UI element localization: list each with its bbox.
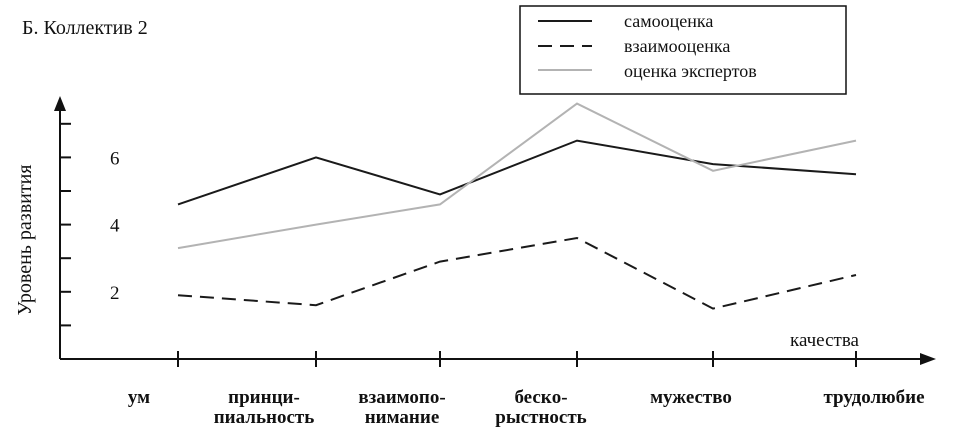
x-ticks: ум принци-пиальность взаимопо-нимание бескo…: [128, 351, 925, 428]
series-line-expert-assessment: [177, 102, 857, 250]
chart-title: Б. Коллектив 2: [22, 17, 148, 39]
x-category-label: мужество: [650, 387, 732, 408]
x-category-label: трудолюбие: [823, 387, 924, 408]
x-axis-arrow-icon: [920, 353, 936, 365]
y-tick-label: 2: [110, 283, 120, 304]
legend-label-expert-assessment: оценка экспертов: [624, 61, 757, 81]
x-axis: качества ум принци-пиальность взаимопо-ним…: [60, 330, 936, 428]
x-category-label: взаимопо-нимание: [358, 387, 445, 428]
y-axis-label: Уровень развития: [14, 165, 36, 316]
legend-label-self-assessment: самооценка: [624, 11, 713, 31]
legend: самооценка взаимооценка оценка экспертов: [519, 5, 847, 95]
y-axis: Уровень развития 2 4 6: [14, 96, 120, 359]
x-category-label: принци-пиальность: [214, 387, 315, 428]
series-lines: [177, 102, 857, 310]
y-ticks: 2 4 6: [60, 122, 120, 327]
y-axis-arrow-icon: [54, 96, 66, 111]
series-line-peer-assessment: [177, 236, 857, 310]
legend-label-peer-assessment: взаимооценка: [624, 36, 730, 56]
y-tick-label: 6: [110, 148, 120, 169]
x-category-label: ум: [128, 387, 150, 408]
x-axis-label: качества: [790, 330, 860, 351]
y-tick-label: 4: [110, 216, 120, 237]
series-line-self-assessment: [177, 139, 857, 206]
x-category-label: бескo-рыстность: [495, 387, 586, 428]
